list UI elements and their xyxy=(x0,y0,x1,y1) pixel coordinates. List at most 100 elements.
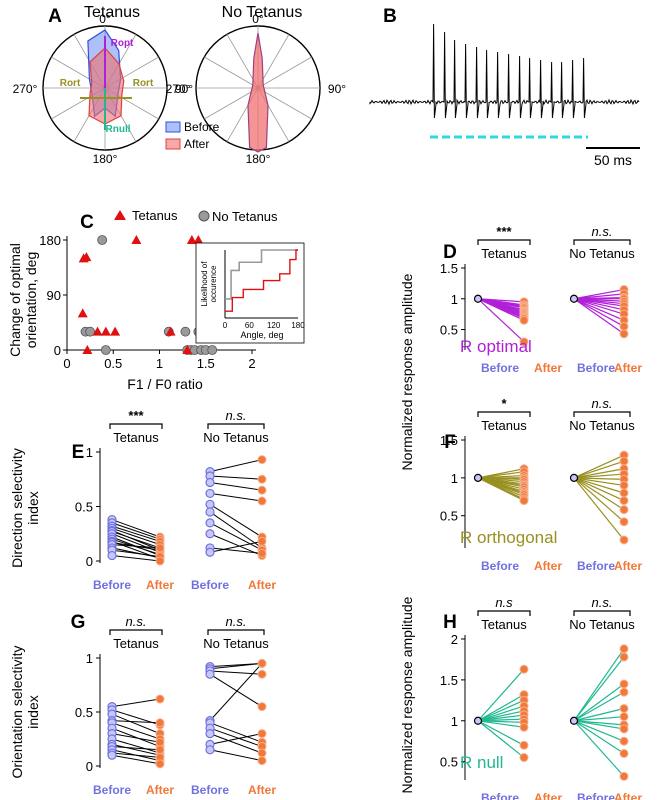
panel-f-after-point xyxy=(619,456,629,466)
panel-h-y-tick-label: 1.5 xyxy=(440,673,458,688)
panel-h-tetanus-group-label: Tetanus xyxy=(481,617,527,632)
polar-tetanus-title: Tetanus xyxy=(84,4,140,21)
panel-f-y-tick-label: 0.5 xyxy=(440,509,458,524)
angle-180-no-tetanus: 180° xyxy=(246,152,271,166)
panel-g-pair-line xyxy=(209,733,263,754)
panel-d-before-label: Before xyxy=(577,361,615,375)
scatter-point-tetanus xyxy=(110,326,121,336)
panel-e-pair-line xyxy=(209,475,263,480)
legend-no-tetanus-label: No Tetanus xyxy=(212,209,278,224)
panel-f-fan-line xyxy=(477,471,525,479)
panel-f-after-point xyxy=(619,496,629,506)
panel-h-y-tick-label: 2 xyxy=(451,632,458,647)
panel-h-after-point xyxy=(619,748,629,758)
panel-f-fan-line xyxy=(477,477,525,502)
panel-h-after-point xyxy=(519,664,529,674)
panel-e-pair-line xyxy=(209,547,263,554)
panel-f-tetanus-significance: * xyxy=(501,396,507,411)
panel-g-y-tick-label: 1 xyxy=(86,651,93,666)
polar-no-tetanus-area xyxy=(247,32,269,153)
panel-g-before-label: Before xyxy=(191,783,229,797)
panel-h-fan-line xyxy=(573,683,625,722)
panel-e-pair-line xyxy=(111,525,161,542)
rort-label-right: Rort xyxy=(133,78,154,89)
angle-180-tetanus: 180° xyxy=(93,152,118,166)
legend-after-swatch xyxy=(165,138,181,150)
panel-h-after-point xyxy=(619,712,629,722)
panel-g-pair-line xyxy=(209,663,263,721)
panel-e-y-label-line2: index xyxy=(25,491,41,524)
inset-x-tick-label: 60 xyxy=(245,321,254,330)
panel-h-before-point xyxy=(473,716,483,725)
panel-g-pair-line xyxy=(111,713,161,735)
panel-g-after-point xyxy=(257,756,267,766)
panel-d-fan-line xyxy=(573,288,625,300)
panel-e-pair-line xyxy=(111,519,161,538)
panel-d-fan-line xyxy=(573,298,625,315)
scale-bar-label: 50 ms xyxy=(594,152,632,168)
scatter-point-no-tetanus xyxy=(100,345,111,355)
panel-g-pair-line xyxy=(209,673,263,708)
panel-d-before-point xyxy=(569,294,579,303)
scatter-point-tetanus xyxy=(92,326,103,336)
panel-e-y-tick-label: 1 xyxy=(86,445,93,460)
panel-f-fan-line xyxy=(573,477,625,511)
panel-f-y-tick-label: 1 xyxy=(451,471,458,486)
panel-e-after-point xyxy=(257,485,267,495)
inset-x-label: Angle, deg xyxy=(240,330,283,340)
panel-h-fan-line xyxy=(573,707,625,722)
ropt-label: Ropt xyxy=(111,38,134,49)
panel-e-tetanus-group-label: Tetanus xyxy=(113,430,159,445)
panel-d-fan-line xyxy=(477,298,525,321)
panel-g-pair-line xyxy=(209,662,263,670)
scatter-point-no-tetanus xyxy=(97,235,108,245)
panel-h-fan-line xyxy=(477,720,525,746)
panel-f-before-point xyxy=(473,473,483,482)
panel-d-fan-line xyxy=(573,298,625,321)
panel-h-before-point xyxy=(569,716,579,725)
panel-f-no-tetanus-bracket xyxy=(573,411,631,417)
panel-f-series-label: R orthogonal xyxy=(460,528,557,547)
panel-g-tetanus-bracket xyxy=(109,629,163,635)
panel-f-no-tetanus-significance: n.s. xyxy=(592,396,613,411)
panel-e-before-point xyxy=(205,507,215,517)
panel-h-fan-line xyxy=(573,648,625,722)
inset-x-tick-label: 180 xyxy=(291,321,305,330)
panel-g-pair-line xyxy=(209,722,263,743)
angle-90-no-tetanus: 90° xyxy=(328,82,346,96)
inset-y-label-line2: occurence xyxy=(209,265,218,302)
panel-f-after-label: After xyxy=(614,559,642,573)
panel-f-before-label: Before xyxy=(577,559,615,573)
panel-f-y-tick-label: 1.5 xyxy=(440,433,458,448)
panel-h-fan-line xyxy=(573,656,625,722)
panel-letter-a: A xyxy=(48,6,62,27)
panel-g-after-point xyxy=(257,748,267,758)
panel-d-y-tick-label: 1.5 xyxy=(440,261,458,276)
panel-d-after-point xyxy=(619,321,629,331)
panel-e-pair-line xyxy=(111,530,161,551)
scatter-point-tetanus xyxy=(100,326,111,336)
panel-letter-b: B xyxy=(383,6,397,27)
panel-g-before-point xyxy=(205,728,215,739)
panel-e-y-tick-label: 0 xyxy=(86,554,93,569)
panel-f-after-label: After xyxy=(534,559,562,573)
panel-h-fan-line xyxy=(477,720,525,728)
panel-h-fan-line xyxy=(573,720,625,777)
panel-h-no-tetanus-significance: n.s. xyxy=(592,595,613,610)
panel-h-after-point xyxy=(619,724,629,734)
panel-g-before-point xyxy=(107,750,117,760)
panel-e-after-point xyxy=(257,548,267,558)
panel-e-before-point xyxy=(205,529,215,539)
panel-h-fan-line xyxy=(573,720,625,742)
scatter-point-no-tetanus xyxy=(180,326,191,337)
panel-d-y-tick-label: 0.5 xyxy=(440,323,458,338)
panel-g-pair-line xyxy=(111,754,161,765)
panel-g-pair-line xyxy=(111,698,161,708)
panel-g-after-point xyxy=(155,737,165,747)
panel-g-pair-line xyxy=(111,733,161,743)
panel-g-after-label: After xyxy=(146,783,174,797)
panel-d-after-point xyxy=(619,329,629,339)
panel-d-y-tick-label: 1 xyxy=(451,292,458,307)
panel-f-fan-line xyxy=(573,468,625,479)
